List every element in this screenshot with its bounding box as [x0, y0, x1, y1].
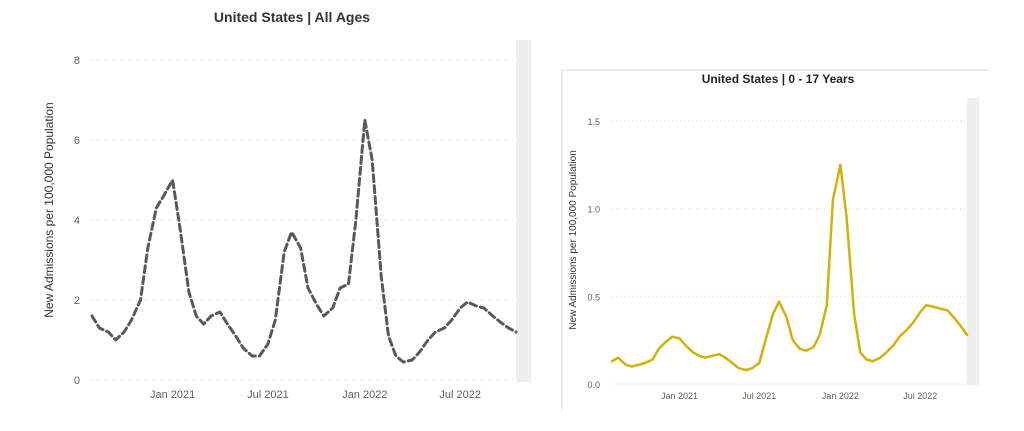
y-axis-label-0-17-years: New Admissions per 100,000 Population	[568, 150, 579, 330]
x-tick-label: Jan 2021	[150, 389, 195, 401]
series-line-all-ages	[90, 118, 518, 364]
chart-0-17-years: United States | 0 - 17 Years 0.0 0.5 1.0 1.…	[561, 69, 990, 410]
y-tick-label: 0.5	[587, 292, 600, 302]
y-tick-label: 0.0	[587, 380, 600, 390]
x-tick-label: Jul 2021	[742, 391, 776, 401]
y-tick-label: 6	[74, 135, 80, 147]
y-tick-label: 0	[74, 375, 80, 387]
x-tick-label: Jul 2022	[439, 389, 481, 401]
series-line-0-17-years	[610, 163, 969, 372]
x-tick-label: Jul 2021	[247, 389, 289, 401]
y-tick-label: 1.0	[587, 205, 600, 215]
y-tick-label: 8	[74, 55, 80, 67]
scrollbar-all-ages[interactable]	[516, 40, 531, 382]
chart-title-all-ages: United States | All Ages	[214, 9, 370, 25]
x-tick-label: Jan 2021	[661, 391, 698, 401]
chart-panel-0-17-years	[562, 70, 990, 410]
y-tick-label: 1.5	[587, 117, 600, 127]
y-tick-label: 2	[74, 295, 80, 307]
y-axis-label-all-ages: New Admissions per 100,000 Population	[42, 102, 56, 317]
y-tick-label: 4	[74, 215, 80, 227]
x-tick-label: Jul 2022	[903, 391, 937, 401]
scrollbar-0-17-years[interactable]	[967, 98, 979, 385]
x-tick-label: Jan 2022	[342, 389, 387, 401]
chart-all-ages: United States | All Ages 0 2 4 6 8 Jan 2021 J…	[42, 9, 531, 401]
chart-title-0-17-years: United States | 0 - 17 Years	[702, 72, 855, 86]
x-tick-label: Jan 2022	[822, 391, 859, 401]
